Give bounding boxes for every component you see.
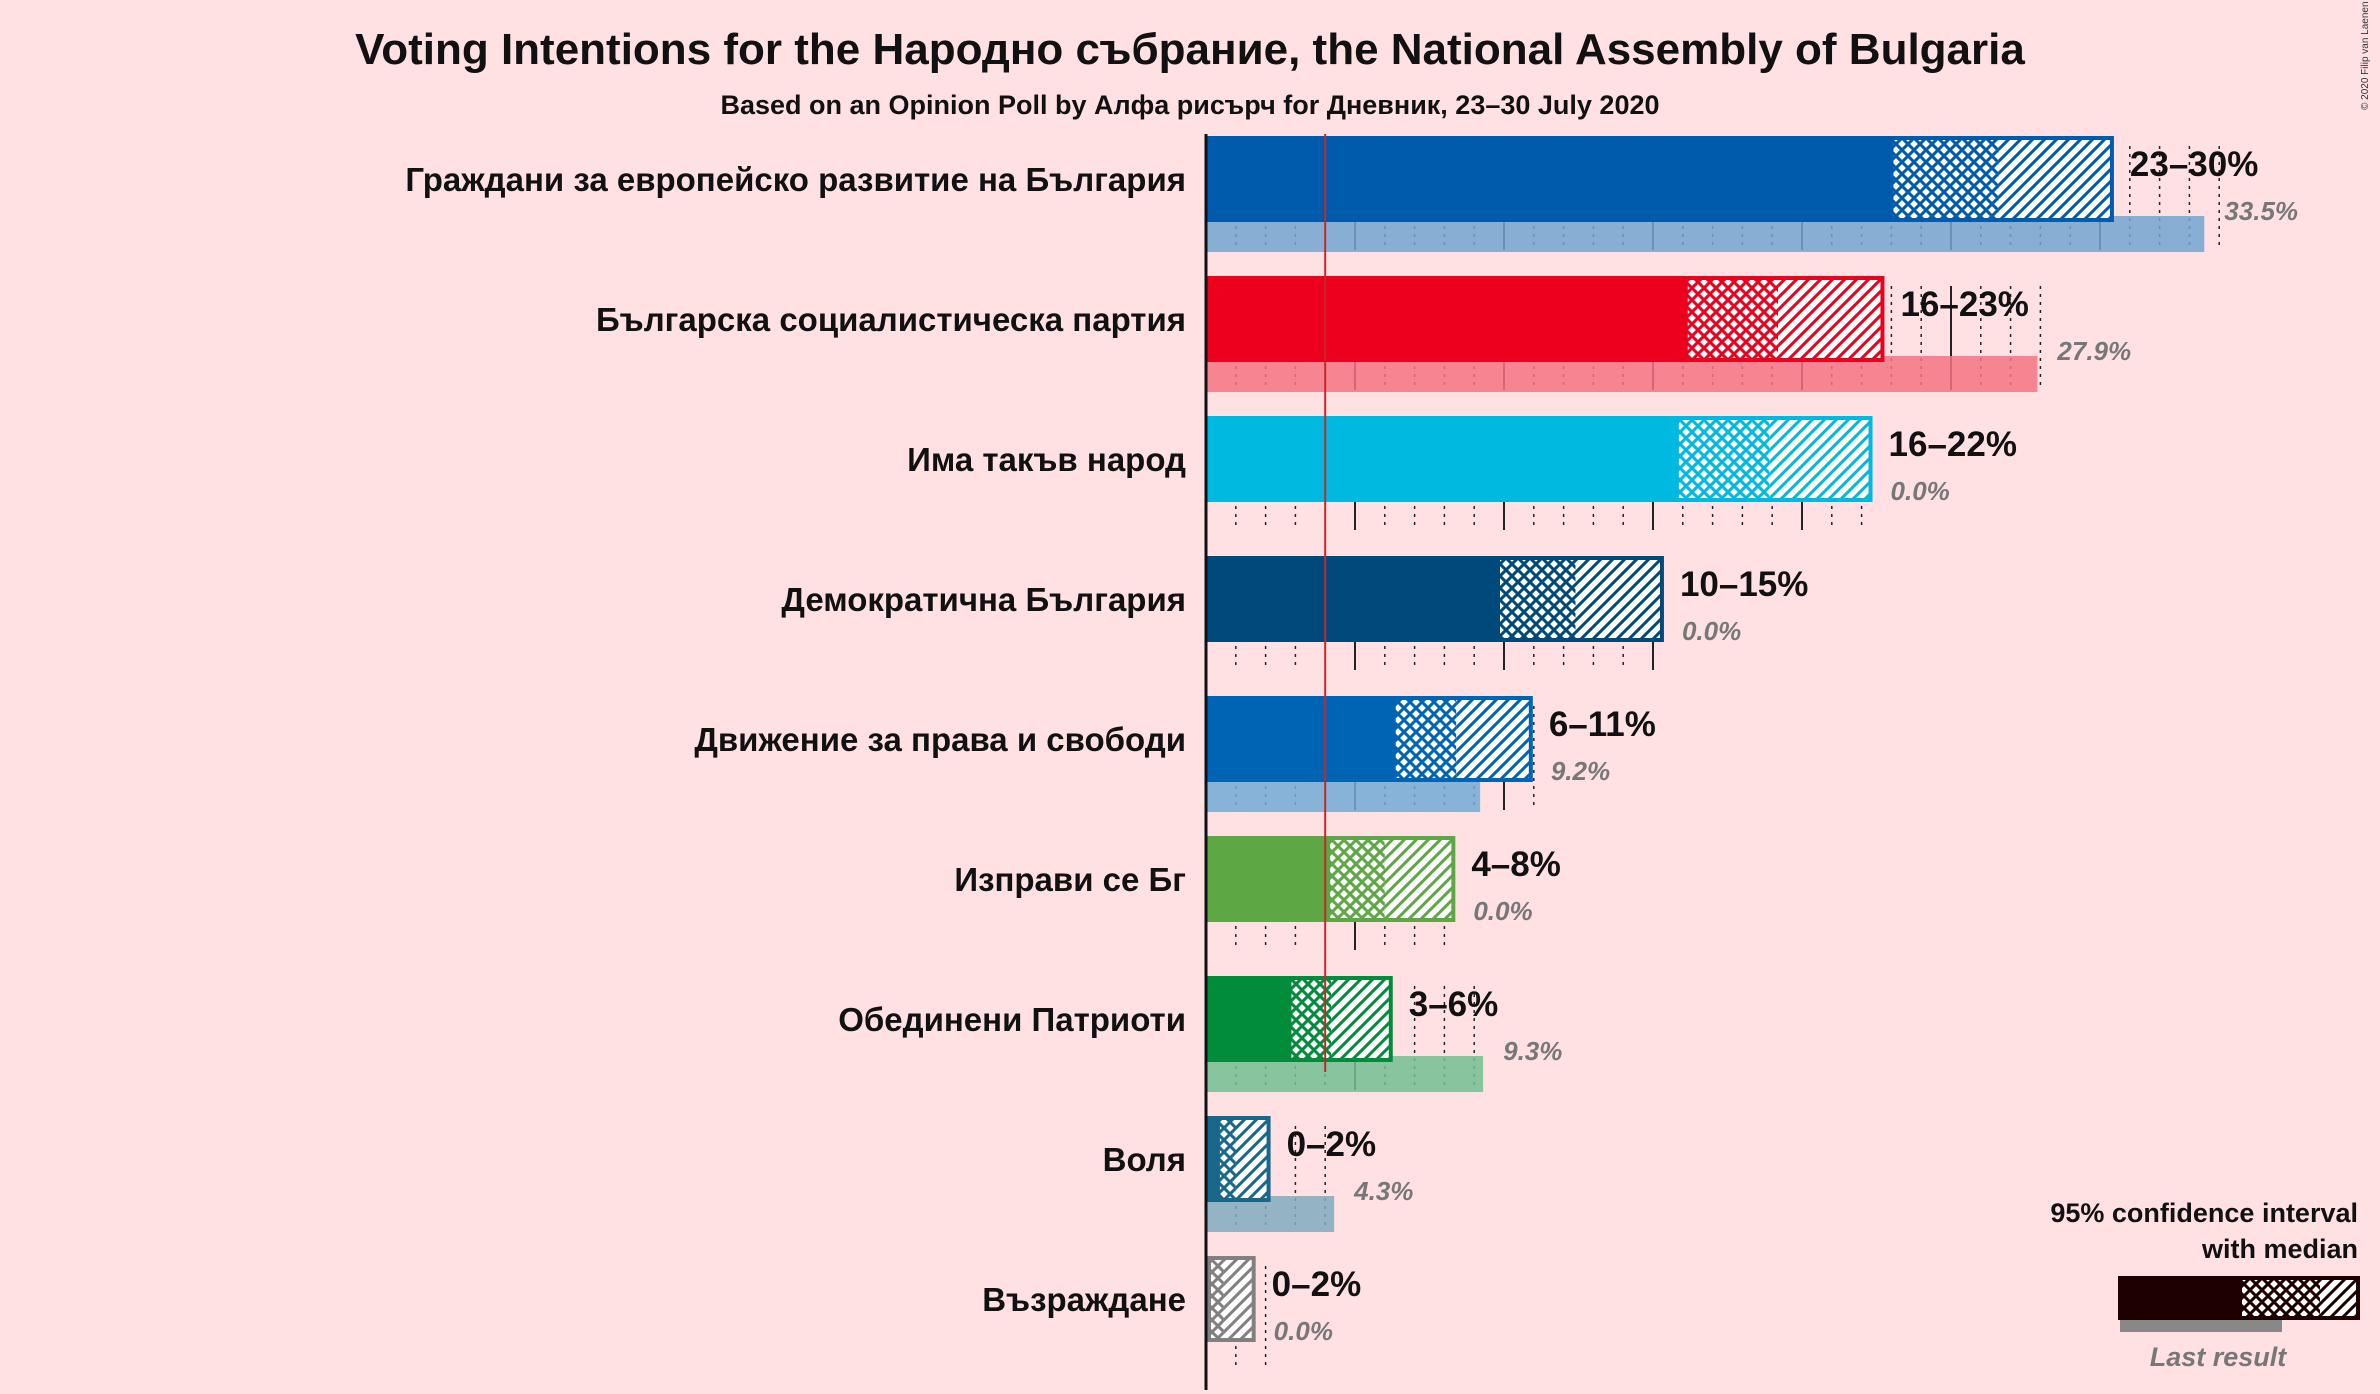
- party-row-8: Възраждане 0–2% 0.0%: [982, 1256, 1361, 1370]
- party-row-4: Движение за права и свободи 6–11% 9.2%: [694, 696, 1656, 812]
- legend: 95% confidence interval with median Last…: [2050, 1198, 2360, 1372]
- last-result-label: 33.5%: [2224, 196, 2298, 226]
- ci-solid-bar: [1206, 416, 1677, 502]
- last-result-label: 0.0%: [1274, 1316, 1333, 1346]
- party-name-label: Движение за права и свободи: [694, 721, 1186, 758]
- ci-upper-half: [1223, 1256, 1254, 1342]
- last-result-label: 0.0%: [1891, 476, 1950, 506]
- ci-solid-bar: [1206, 136, 1892, 222]
- ci-upper-half: [1384, 836, 1454, 922]
- party-name-label: Обединени Патриоти: [838, 1001, 1186, 1038]
- ci-outline: [1496, 556, 1664, 642]
- last-result-label: 9.2%: [1551, 756, 1610, 786]
- party-row-1: Българска социалистическа партия 16–23% 27…: [596, 276, 2131, 392]
- ci-lower-half: [1393, 696, 1457, 782]
- ci-outline: [1889, 136, 2114, 222]
- ci-outline: [1683, 276, 1885, 362]
- ci-outline: [1215, 1116, 1271, 1202]
- ci-solid-bar: [1206, 556, 1499, 642]
- ci-solid-bar: [1206, 276, 1686, 362]
- party-name-label: Възраждане: [982, 1281, 1186, 1318]
- ci-lower-half: [1891, 136, 1999, 222]
- legend-last-result-label: Last result: [2150, 1342, 2288, 1372]
- ci-lower-half: [1208, 1256, 1224, 1342]
- party-row-2: Има такъв народ 16–22% 0.0%: [907, 416, 2017, 530]
- last-result-label: 0.0%: [1473, 896, 1532, 926]
- ci-solid-bar: [1206, 1116, 1218, 1202]
- party-name-label: Има такъв народ: [907, 441, 1186, 478]
- legend-line-1: 95% confidence interval: [2050, 1198, 2358, 1228]
- ci-lower-half: [1217, 1116, 1236, 1202]
- party-row-6: Обединени Патриоти 3–6%9.3%: [838, 976, 1562, 1092]
- legend-line-2: with median: [2201, 1234, 2358, 1264]
- ci-upper-half: [1235, 1116, 1269, 1202]
- party-name-label: Българска социалистическа партия: [596, 301, 1186, 338]
- ci-outline: [1674, 416, 1873, 502]
- range-label: 16–22%: [1889, 425, 2017, 464]
- ci-outline: [1391, 696, 1533, 782]
- party-name-label: Изправи се Бг: [954, 861, 1186, 898]
- ci-upper-half: [1575, 556, 1662, 642]
- range-label: 10–15%: [1680, 565, 1808, 604]
- ci-lower-half: [1498, 556, 1576, 642]
- bars-layer: Граждани за европейско развитие на Бълга…: [405, 134, 2298, 1390]
- party-row-0: Граждани за европейско развитие на Бълга…: [405, 136, 2298, 252]
- last-result-label: 4.3%: [1353, 1176, 1413, 1206]
- legend-cross-swatch: [2240, 1276, 2320, 1320]
- ci-upper-half: [1331, 976, 1391, 1062]
- ci-outline: [1326, 836, 1456, 922]
- range-label: 16–23%: [1900, 285, 2028, 324]
- ci-outline: [1206, 1256, 1256, 1342]
- last-result-label: 27.9%: [2056, 336, 2131, 366]
- ci-upper-half: [1456, 696, 1531, 782]
- party-row-7: Воля 0–2% 4.3%: [1103, 1116, 1413, 1232]
- ci-solid-bar: [1206, 976, 1290, 1062]
- last-result-label: 0.0%: [1682, 616, 1741, 646]
- range-label: 0–2%: [1272, 1265, 1362, 1304]
- range-label: 23–30%: [2130, 145, 2258, 184]
- ci-upper-half: [1769, 416, 1871, 502]
- legend-solid-swatch: [2118, 1276, 2240, 1320]
- ci-lower-half: [1685, 276, 1779, 362]
- ci-solid-bar: [1206, 836, 1329, 922]
- party-row-5: Изправи се Бг 4–8% 0.0%: [954, 836, 1561, 950]
- party-row-3: Демократична България 10–15% 0.0%: [781, 556, 1808, 670]
- ci-upper-half: [1778, 276, 1883, 362]
- last-result-label: 9.3%: [1503, 1036, 1562, 1066]
- ci-lower-half: [1328, 836, 1385, 922]
- ci-outline: [1287, 976, 1393, 1062]
- range-label: 3–6%: [1409, 985, 1499, 1024]
- ci-upper-half: [1998, 136, 2112, 222]
- legend-hatch-swatch: [2320, 1276, 2358, 1320]
- range-label: 6–11%: [1549, 705, 1656, 744]
- legend-ci-outline: [2238, 1276, 2360, 1320]
- party-name-label: Демократична България: [781, 581, 1186, 618]
- party-name-label: Воля: [1103, 1141, 1186, 1178]
- range-label: 0–2%: [1287, 1125, 1377, 1164]
- copyright-text: © 2020 Filip van Laenen: [2360, 1, 2371, 110]
- party-name-label: Граждани за европейско развитие на Бълга…: [405, 161, 1186, 198]
- ci-solid-bar: [1206, 696, 1394, 782]
- range-label: 4–8%: [1471, 845, 1561, 884]
- chart-title: Voting Intentions for the Народно събран…: [355, 25, 2025, 74]
- chart-subtitle: Based on an Opinion Poll by Алфа рисърч …: [720, 90, 1659, 120]
- ci-lower-half: [1676, 416, 1770, 502]
